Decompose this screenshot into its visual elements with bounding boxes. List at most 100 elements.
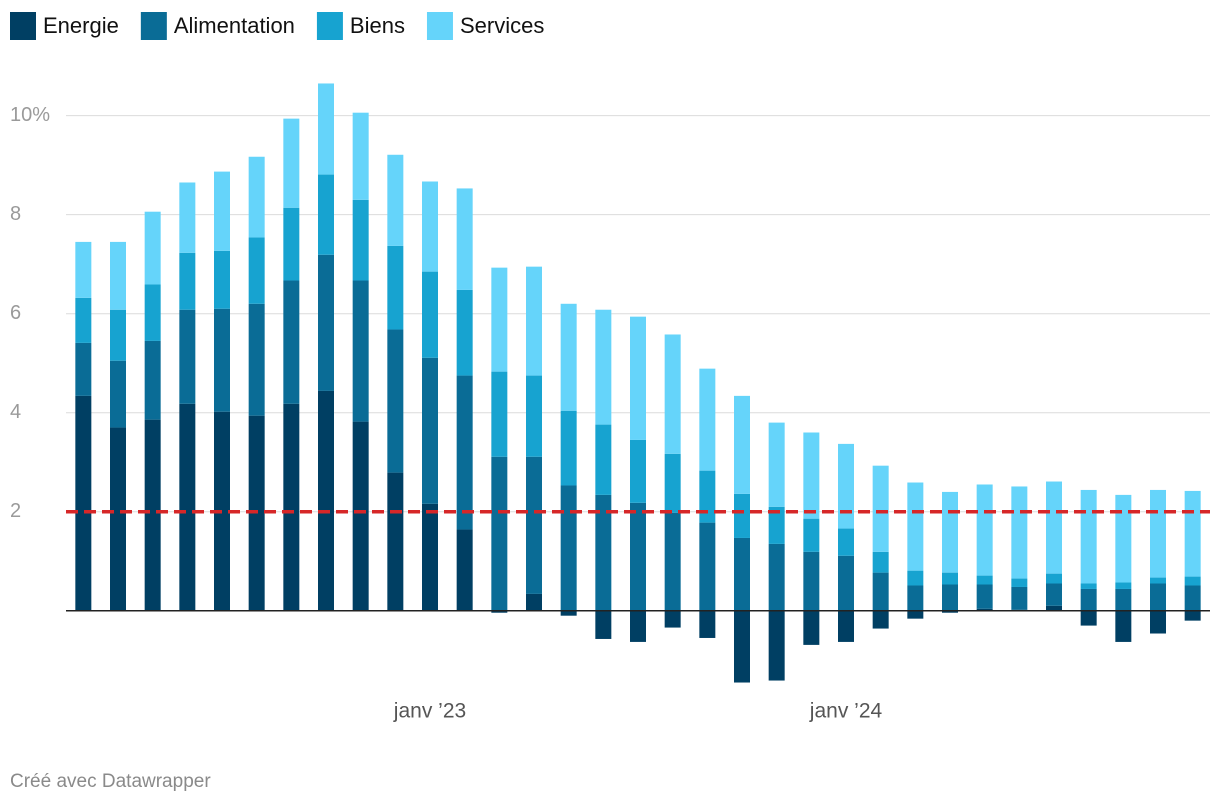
bar xyxy=(318,254,334,391)
bar xyxy=(1184,490,1201,577)
bar xyxy=(872,572,889,611)
bar xyxy=(491,371,508,457)
bar xyxy=(318,390,334,611)
bar xyxy=(456,529,473,611)
y-tick-label: 4 xyxy=(10,401,21,423)
bar xyxy=(803,432,820,519)
bar xyxy=(872,551,889,573)
x-tick-label: janv ’23 xyxy=(393,700,466,723)
bar xyxy=(1080,489,1097,584)
bar xyxy=(560,485,577,611)
y-tick-label: 8 xyxy=(10,203,21,225)
bar xyxy=(110,360,126,428)
bar xyxy=(838,443,854,529)
bar xyxy=(214,308,230,412)
bar xyxy=(526,375,542,457)
bar xyxy=(283,403,300,611)
legend-swatch xyxy=(316,12,343,40)
bar xyxy=(803,518,820,552)
bar xyxy=(526,593,542,611)
bar xyxy=(248,303,265,416)
y-tick-label: 2 xyxy=(10,500,21,522)
bar xyxy=(838,610,854,642)
bar xyxy=(699,522,716,611)
bar xyxy=(734,537,750,611)
bar xyxy=(907,585,924,611)
bar xyxy=(1150,583,1166,611)
legend-label: Energie xyxy=(43,13,119,38)
bar xyxy=(422,181,438,272)
bar xyxy=(144,211,161,285)
bar xyxy=(976,484,993,576)
bar xyxy=(630,439,646,503)
legend-label: Biens xyxy=(350,13,405,38)
bar xyxy=(144,419,161,611)
bar xyxy=(976,575,993,585)
bar xyxy=(75,342,92,396)
bar xyxy=(352,112,369,200)
bar xyxy=(352,280,369,422)
bar xyxy=(942,610,958,613)
x-tick-label: janv ’24 xyxy=(809,700,883,723)
bar xyxy=(768,422,785,507)
bar xyxy=(1080,588,1097,611)
bar xyxy=(179,182,196,253)
bar xyxy=(1011,578,1028,587)
bar xyxy=(942,584,958,611)
bar xyxy=(838,528,854,556)
bar xyxy=(734,395,750,494)
bar xyxy=(1080,610,1097,626)
bar xyxy=(1150,610,1166,634)
bar xyxy=(1184,576,1201,586)
bar xyxy=(456,188,473,290)
bar xyxy=(734,493,750,538)
bar xyxy=(630,316,646,440)
bar xyxy=(491,267,508,372)
bar xyxy=(1011,586,1028,610)
bar xyxy=(1046,573,1062,584)
bar xyxy=(110,427,126,611)
bar xyxy=(664,512,681,611)
bar xyxy=(214,171,230,251)
bar xyxy=(1011,486,1028,579)
bar xyxy=(75,297,92,343)
bar xyxy=(1046,605,1062,611)
bar xyxy=(387,154,404,246)
bar xyxy=(664,453,681,513)
bar xyxy=(179,252,196,310)
bar xyxy=(699,470,716,523)
bar xyxy=(1150,577,1166,584)
legend-label: Services xyxy=(460,13,544,38)
bar xyxy=(352,199,369,281)
bar xyxy=(1115,582,1132,589)
bar xyxy=(664,334,681,454)
bar xyxy=(1080,583,1097,589)
bar xyxy=(1046,583,1062,606)
y-tick-label: 10% xyxy=(10,104,50,126)
bar xyxy=(318,83,334,175)
y-tick-label: 6 xyxy=(10,302,21,324)
bar xyxy=(595,424,612,495)
bar xyxy=(1046,481,1062,574)
bar xyxy=(387,472,404,611)
bar xyxy=(387,245,404,330)
bar xyxy=(214,250,230,309)
bar xyxy=(872,610,889,629)
legend-label: Alimentation xyxy=(174,13,295,38)
legend-swatch xyxy=(426,12,453,40)
bar xyxy=(1115,588,1132,611)
bar xyxy=(768,506,785,544)
bar xyxy=(179,309,196,404)
bar xyxy=(1184,610,1201,621)
bar xyxy=(526,456,542,594)
bar xyxy=(976,608,993,611)
bar xyxy=(595,494,612,611)
bar xyxy=(1115,494,1132,583)
bar xyxy=(526,266,542,376)
bar xyxy=(1115,610,1132,642)
bar xyxy=(664,610,681,628)
bar xyxy=(387,329,404,473)
bar xyxy=(456,375,473,530)
bar xyxy=(1184,585,1201,611)
bar xyxy=(75,241,92,298)
